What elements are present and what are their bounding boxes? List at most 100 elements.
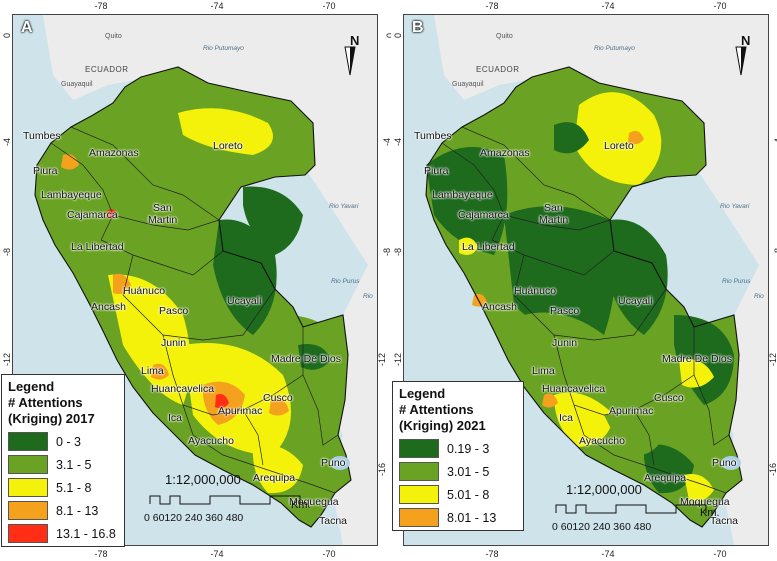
lat-tick: 0 (2, 32, 12, 38)
legend-label: 8.01 - 13 (447, 510, 497, 525)
legend-row: 8.1 - 13 (8, 501, 118, 520)
region-label: Ica (559, 412, 574, 424)
lon-tick: -74 (210, 1, 224, 11)
legend-subtitle: # Attentions (8, 395, 83, 410)
legend-label: 5.1 - 8 (56, 480, 92, 495)
peru-outline (34, 66, 352, 528)
region-label: Madre De Dios (271, 353, 342, 365)
region-label: Ancash (482, 301, 518, 313)
lat-tick: -8 (772, 247, 777, 256)
north-label: N (350, 33, 360, 48)
legend-swatch (8, 432, 48, 451)
lon-tick: -70 (322, 1, 336, 11)
legend-label: 13.1 - 16.8 (56, 526, 116, 541)
legend-label: 0.19 - 3 (447, 441, 490, 456)
region-label: Arequipa (644, 472, 687, 484)
legend-title: Legend (8, 379, 55, 394)
lon-tick: -74 (210, 549, 224, 559)
region-label: Apurimac (218, 405, 263, 417)
region-label: Lima (141, 365, 164, 377)
region-label: Tumbes (23, 130, 61, 142)
blob-layer (426, 92, 734, 502)
legend-row: 3.1 - 5 (8, 455, 118, 474)
lake-titicaca (721, 456, 741, 470)
lon-tick: -78 (485, 549, 499, 559)
lat-tick: -4 (2, 137, 12, 146)
river-label: Rio Putumayo (203, 45, 244, 52)
region-label: San (544, 202, 563, 214)
lat-tick: -4 (393, 137, 403, 146)
scale-ratio: 1:12,000,000 (165, 472, 241, 487)
region-label: Cajamarca (67, 209, 118, 221)
river-label: Rio Yavari (720, 203, 750, 210)
scale-numbers: 0 60120 240 360 480 (552, 521, 652, 533)
region-label: Ucayali (227, 295, 262, 307)
lat-tick: -16 (767, 462, 777, 476)
scale-unit: Km. (291, 499, 311, 511)
region-label: Lambayeque (432, 189, 493, 201)
region-label: Pasco (550, 305, 580, 317)
north-arrow-icon (344, 46, 356, 76)
river-label: Rio Yavari (329, 203, 359, 210)
peru-outline (425, 66, 743, 528)
region-label: San (153, 202, 172, 214)
region-label: Tumbes (414, 130, 452, 142)
lat-tick: -12 (767, 352, 777, 366)
legend-swatch (399, 508, 439, 527)
region-label: Puno (321, 457, 346, 469)
legend-label: 0 - 3 (56, 434, 82, 449)
lat-tick: -16 (376, 462, 387, 476)
country-label: ECUADOR (85, 65, 129, 74)
scale-bar (555, 504, 707, 514)
lat-tick: -12 (2, 352, 12, 366)
lat-tick: -8 (2, 247, 12, 256)
region-label: Tacna (710, 515, 739, 527)
lon-tick: -78 (94, 549, 108, 559)
region-label: Ucayali (618, 295, 653, 307)
region-label: Arequipa (253, 472, 296, 484)
river-label: Rio (363, 293, 373, 300)
region-label: Junin (552, 337, 578, 349)
lon-tick: -74 (601, 549, 615, 559)
region-label: Piura (424, 165, 449, 177)
legend-swatch (399, 485, 439, 504)
lat-tick: 0 (393, 32, 403, 38)
lat-tick: -4 (772, 137, 777, 146)
legend-swatch (8, 501, 48, 520)
lon-tick: -70 (713, 549, 727, 559)
legend-row: 3.01 - 5 (399, 462, 517, 481)
lat-tick: -12 (376, 352, 387, 366)
region-label: Loreto (213, 140, 243, 152)
region-label: Amazonas (89, 147, 139, 159)
lon-tick: -78 (94, 1, 108, 11)
region-label: Moquegua (289, 496, 339, 508)
region-label: Lambayeque (41, 189, 102, 201)
region-label: Lima (532, 365, 555, 377)
legend: Legend # Attentions (Kriging) 2021 0.19 … (392, 381, 524, 531)
legend: Legend # Attentions (Kriging) 2017 0 - 3… (1, 374, 125, 547)
region-label: Tacna (319, 515, 348, 527)
panel-letter: A (21, 19, 33, 36)
river-label: Rio (754, 293, 764, 300)
region-label: Madre De Dios (662, 353, 733, 365)
lon-tick: -78 (485, 1, 499, 11)
region-label: Apurimac (609, 405, 654, 417)
region-label: Cusco (654, 392, 684, 404)
region-label: Cajamarca (458, 209, 509, 221)
region-label: Huánuco (123, 285, 166, 297)
region-label: Piura (33, 165, 58, 177)
legend-row: 0.19 - 3 (399, 439, 517, 458)
legend-label: 5.01 - 8 (447, 487, 490, 502)
north-label: N (741, 33, 751, 48)
legend-subtitle: (Kriging) 2017 (8, 411, 95, 426)
region-label: Huancavelica (151, 383, 215, 395)
scale-bar (149, 495, 301, 505)
lon-tick: -70 (713, 1, 727, 11)
region-label: Ancash (91, 301, 127, 313)
blob-layer (53, 82, 343, 494)
legend-label: 3.1 - 5 (56, 457, 92, 472)
north-arrow-icon (735, 46, 747, 76)
city-label: Guayaquil (61, 81, 93, 88)
legend-row: 5.01 - 8 (399, 485, 517, 504)
river-label: Rio Purus (331, 278, 360, 285)
